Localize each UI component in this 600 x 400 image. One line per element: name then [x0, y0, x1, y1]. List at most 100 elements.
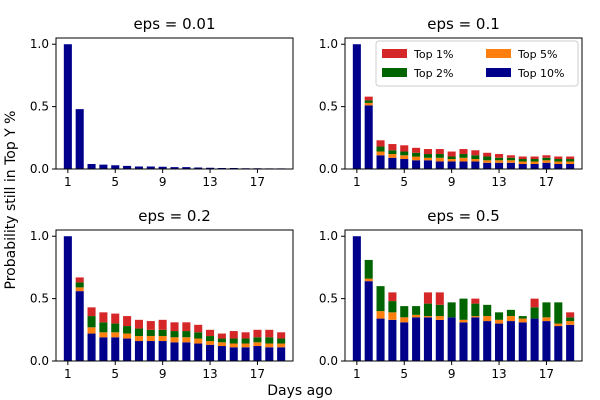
- bar-top10-day-9: [158, 341, 167, 361]
- bar-top10-day-10: [170, 167, 179, 169]
- bar-top1-day-4: [99, 312, 108, 323]
- bar-top10-day-5: [111, 165, 120, 169]
- bar-top5-day-17: [253, 342, 262, 347]
- bar-top5-day-18: [554, 323, 563, 327]
- y-tick-label: 0.0: [30, 162, 49, 176]
- bar-top1-day-18: [554, 156, 563, 160]
- bar-top2-day-8: [435, 154, 444, 158]
- bar-top10-day-4: [99, 164, 108, 169]
- bar-top10-day-13: [206, 344, 215, 361]
- bar-top5-day-4: [388, 154, 397, 158]
- bar-top10-day-7: [134, 166, 143, 169]
- legend-label-top5: Top 5%: [517, 48, 558, 61]
- bar-top5-day-9: [447, 159, 456, 162]
- bar-top5-day-6: [412, 156, 421, 161]
- x-tick-label: 5: [111, 175, 119, 189]
- bar-top1-day-4: [388, 144, 397, 151]
- bar-top10-day-3: [376, 318, 385, 361]
- y-tick-label: 0.0: [30, 354, 49, 368]
- bar-top10-day-5: [400, 159, 409, 169]
- bar-top2-day-14: [506, 157, 515, 161]
- bar-top2-day-15: [229, 338, 238, 344]
- bar-top5-day-15: [518, 161, 527, 165]
- legend-swatch-top5: [486, 49, 511, 58]
- y-axis-label: Probability still in Top Y %: [3, 111, 19, 290]
- bar-top10-day-15: [229, 347, 238, 361]
- bar-top2-day-17: [542, 157, 551, 161]
- bar-top1-day-2: [75, 277, 84, 283]
- bar-top10-day-12: [483, 162, 492, 169]
- bar-top10-day-2: [364, 281, 373, 361]
- bar-top2-day-7: [423, 154, 432, 158]
- bar-top10-day-3: [376, 155, 385, 169]
- bar-top10-day-13: [495, 162, 504, 169]
- bar-top2-day-8: [146, 329, 155, 337]
- bar-top5-day-7: [134, 336, 143, 342]
- bar-top5-day-2: [75, 287, 84, 292]
- bar-top1-day-6: [412, 147, 421, 153]
- bar-top2-day-18: [554, 159, 563, 162]
- bar-top10-day-2: [75, 291, 84, 361]
- bar-top2-day-16: [530, 307, 539, 319]
- bar-top2-day-7: [423, 303, 432, 317]
- bar-top5-day-19: [566, 321, 575, 325]
- y-tick-label: 0.0: [319, 354, 338, 368]
- bar-top5-day-8: [146, 336, 155, 342]
- axes-frame: [344, 37, 583, 170]
- legend: Top 1% Top 5% Top 2% Top 10%: [375, 40, 579, 87]
- bar-top1-day-9: [447, 151, 456, 157]
- bar-top5-day-4: [388, 312, 397, 320]
- bar-top10-day-17: [542, 162, 551, 169]
- axes-frame: [344, 229, 583, 362]
- bar-group: [352, 44, 575, 169]
- legend-swatch-top10: [486, 68, 511, 77]
- bar-top2-day-14: [506, 309, 515, 317]
- x-tick-label: 1: [64, 367, 72, 381]
- bar-top1-day-5: [111, 313, 120, 324]
- bar-top2-day-6: [123, 326, 132, 334]
- bar-top1-day-4: [388, 292, 397, 302]
- bar-top5-day-9: [158, 336, 167, 342]
- bar-top10-day-8: [146, 166, 155, 169]
- x-tick-label: 17: [250, 367, 265, 381]
- bar-top10-day-7: [423, 317, 432, 361]
- bar-top10-day-17: [253, 346, 262, 361]
- y-tick-label: 1.0: [30, 229, 49, 243]
- bar-top10-day-15: [518, 322, 527, 361]
- bar-top5-day-17: [542, 317, 551, 322]
- bar-top10-day-19: [566, 164, 575, 169]
- bar-top2-day-10: [459, 298, 468, 320]
- bar-top10-day-9: [158, 166, 167, 169]
- bar-top1-day-2: [364, 96, 373, 101]
- bar-top10-day-2: [75, 109, 84, 169]
- bar-top10-day-1: [63, 44, 72, 169]
- bar-top10-day-18: [265, 347, 274, 361]
- bar-top5-day-4: [99, 332, 108, 338]
- bar-group: [63, 236, 286, 361]
- bar-top2-day-7: [134, 328, 143, 337]
- bar-top2-day-3: [87, 316, 96, 328]
- bar-top2-day-2: [364, 100, 373, 103]
- bar-top2-day-4: [99, 322, 108, 333]
- bar-top10-day-6: [412, 317, 421, 361]
- bar-top2-day-5: [111, 323, 120, 333]
- bar-top10-day-7: [423, 160, 432, 169]
- bar-top1-day-7: [423, 149, 432, 155]
- bar-top10-day-5: [400, 322, 409, 361]
- bar-top2-day-19: [566, 159, 575, 162]
- x-tick-label: 9: [159, 367, 167, 381]
- bar-top2-day-14: [217, 338, 226, 343]
- x-tick-label: 5: [400, 367, 408, 381]
- panel-title: eps = 0.5: [427, 207, 500, 225]
- bar-top1-day-8: [146, 321, 155, 330]
- axes-frame: [55, 229, 294, 362]
- bar-top10-day-6: [123, 338, 132, 361]
- bar-top10-day-3: [87, 164, 96, 169]
- bar-top2-day-18: [554, 302, 563, 324]
- panel-title: eps = 0.01: [133, 15, 215, 33]
- bar-top5-day-6: [123, 333, 132, 339]
- bar-top1-day-8: [435, 292, 444, 305]
- bar-top2-day-8: [435, 304, 444, 317]
- y-tick-label: 0.5: [30, 292, 49, 306]
- bar-top2-day-12: [194, 332, 203, 339]
